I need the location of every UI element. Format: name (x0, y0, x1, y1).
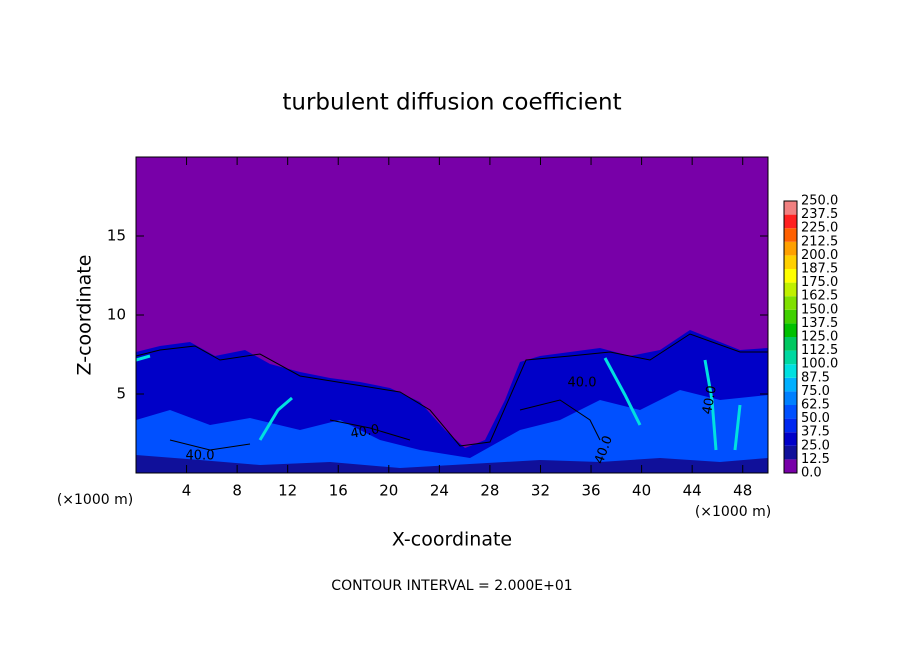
colorbar-swatch (784, 418, 797, 433)
colorbar-swatch (784, 445, 797, 460)
colorbar-swatch (784, 364, 797, 378)
colorbar-label: 250.0 (801, 194, 838, 209)
x-tick-label: 48 (733, 482, 752, 500)
colorbar-label: 112.5 (801, 343, 838, 358)
x-tick-label: 36 (581, 482, 600, 500)
contour-label: 40.0 (568, 376, 597, 391)
colorbar-frame (783, 200, 798, 474)
turbulent-layer (136, 455, 768, 473)
x-tick-label: 44 (683, 482, 702, 500)
colorbar-swatch (784, 405, 797, 419)
chart-title: turbulent diffusion coefficient (282, 90, 621, 116)
x-tick-label: 4 (182, 482, 192, 500)
colorbar-swatch (784, 228, 797, 242)
streak (135, 354, 742, 451)
contour-label: 40.0 (186, 449, 215, 464)
colorbar-label: 125.0 (801, 330, 838, 345)
x-unit-label: (×1000 m) (57, 492, 133, 508)
colorbar-label: 62.5 (801, 398, 830, 413)
y-tick-label: 5 (116, 385, 126, 403)
plot-frame (135, 156, 769, 474)
colorbar-swatch (784, 296, 797, 310)
x-axis-label: X-coordinate (392, 529, 512, 551)
colorbar-label: 162.5 (801, 289, 838, 304)
colorbar-label: 225.0 (801, 221, 838, 236)
colorbar-swatch (784, 377, 797, 392)
colorbar-swatch (784, 241, 797, 256)
colorbar-swatch (784, 255, 797, 269)
colorbar-label: 100.0 (801, 357, 838, 372)
colorbar-label: 12.5 (801, 452, 830, 467)
colorbar-label: 75.0 (801, 384, 830, 399)
colorbar-label: 212.5 (801, 234, 838, 249)
contour-label: 40.0 (349, 422, 380, 442)
colorbar-swatch (784, 459, 797, 473)
x-tick-label: 12 (278, 482, 297, 500)
contour-label: 40.0 (700, 384, 720, 415)
colorbar-label: 50.0 (801, 411, 830, 426)
y-tick-label: 15 (107, 227, 126, 245)
colorbar-label: 137.5 (801, 316, 838, 331)
colorbar-label: 237.5 (801, 207, 838, 222)
x-tick-label: 20 (379, 482, 398, 500)
y-axis-label: Z-coordinate (74, 255, 96, 376)
x-unit-label: (×1000 m) (695, 504, 771, 520)
x-tick-label: 16 (329, 482, 348, 500)
contour-line (135, 333, 768, 451)
colorbar-swatch (784, 337, 797, 351)
colorbar-label: 87.5 (801, 370, 830, 385)
colorbar-swatch (784, 323, 797, 337)
colorbar-label: 37.5 (801, 425, 830, 440)
colorbar-swatch (784, 391, 797, 405)
colorbar-swatch (784, 350, 797, 365)
colorbar-swatch (784, 201, 797, 215)
colorbar-label: 175.0 (801, 275, 838, 290)
turbulent-layer (136, 390, 768, 473)
colorbar-label: 0.0 (801, 466, 822, 481)
x-tick-label: 32 (531, 482, 550, 500)
footer: CONTOUR INTERVAL = 2.000E+01 (331, 578, 572, 594)
colorbar-label: 187.5 (801, 262, 838, 277)
x-tick-label: 28 (480, 482, 499, 500)
colorbar-label: 150.0 (801, 302, 838, 317)
x-tick-label: 40 (632, 482, 651, 500)
x-tick-label: 24 (430, 482, 449, 500)
colorbar-swatch (784, 269, 797, 283)
field (135, 157, 768, 473)
colorbar-label: 25.0 (801, 438, 830, 453)
x-tick-label: 8 (232, 482, 242, 500)
colorbar-swatch (784, 432, 797, 446)
colorbar-swatch (784, 282, 797, 297)
colorbar-swatch (784, 214, 797, 229)
y-tick-label: 10 (107, 306, 126, 324)
colorbar-swatch (784, 309, 797, 324)
colorbar-label: 200.0 (801, 248, 838, 263)
